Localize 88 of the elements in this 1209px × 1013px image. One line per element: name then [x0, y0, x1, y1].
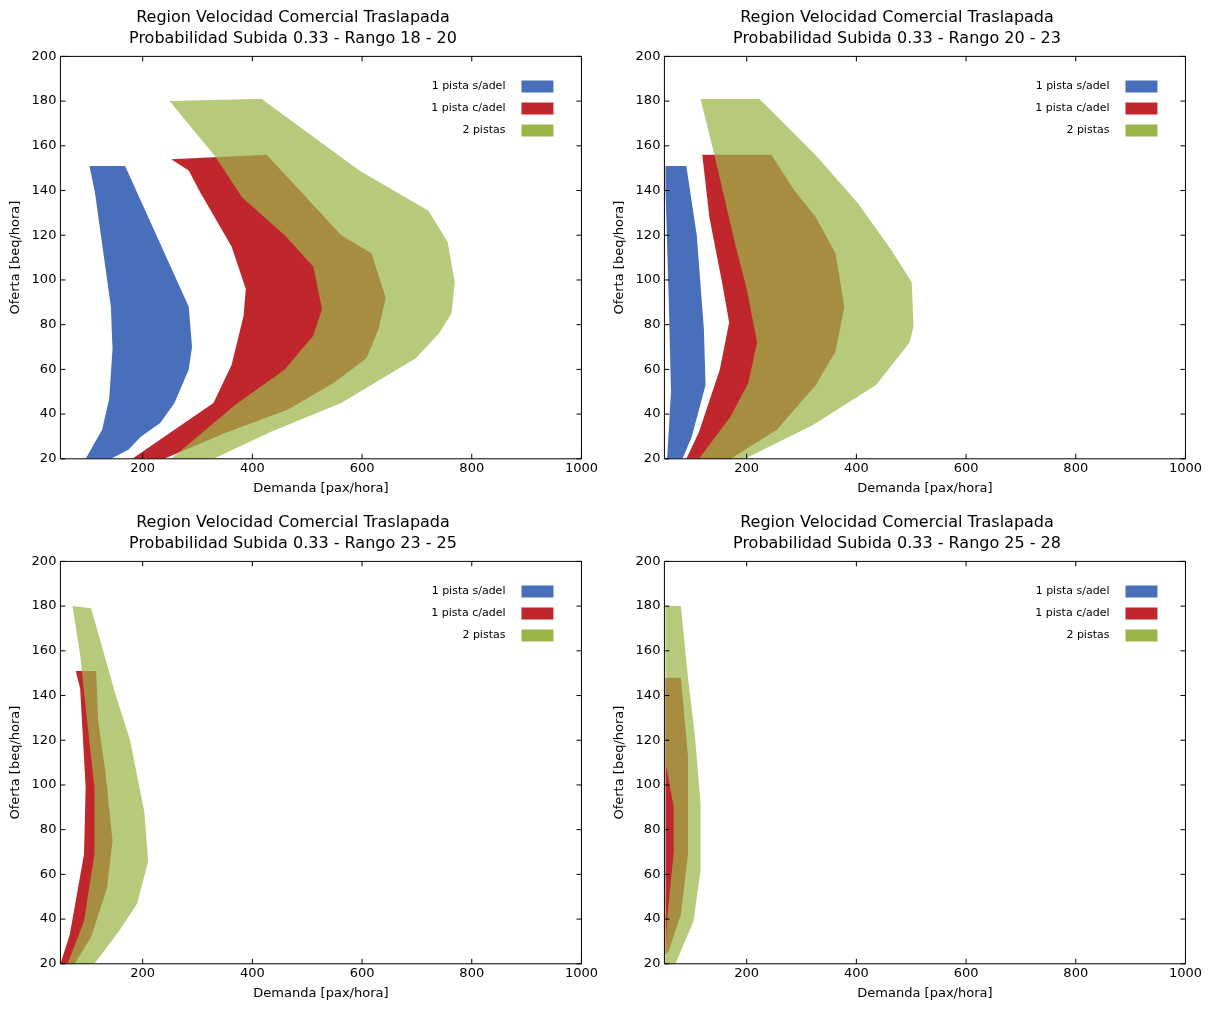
y-axis-title: Oferta [beq/hora] [611, 705, 627, 820]
legend-label: 2 pistas [462, 123, 506, 137]
x-tick-label: 800 [459, 964, 485, 980]
y-tick-label: 80 [643, 821, 661, 837]
x-tick-label: 800 [1063, 964, 1089, 980]
y-tick-label: 140 [635, 181, 661, 197]
x-tick-label: 400 [239, 459, 265, 475]
y-tick-label: 200 [31, 47, 57, 63]
x-tick-label: 1000 [564, 459, 598, 475]
y-tick-label: 80 [643, 316, 661, 332]
x-tick-label: 400 [239, 964, 265, 980]
y-tick-label: 80 [39, 821, 57, 837]
x-tick-label: 200 [734, 459, 760, 475]
legend-label: 2 pistas [1066, 628, 1110, 642]
y-tick-label: 60 [39, 865, 57, 881]
y-tick-label: 140 [31, 686, 57, 702]
chart-title: Region Velocidad Comercial Traslapada [740, 6, 1054, 26]
x-tick-label: 200 [130, 459, 156, 475]
y-axis-title: Oferta [beq/hora] [7, 705, 23, 820]
x-tick-label: 600 [953, 459, 979, 475]
y-tick-label: 40 [39, 405, 57, 421]
y-axis-title: Oferta [beq/hora] [611, 200, 627, 315]
y-tick-label: 80 [39, 316, 57, 332]
y-tick-label: 60 [643, 360, 661, 376]
y-tick-label: 100 [31, 271, 57, 287]
y-tick-label: 100 [635, 776, 661, 792]
y-tick-label: 40 [643, 910, 661, 926]
y-tick-label: 20 [39, 955, 57, 971]
y-tick-label: 160 [635, 642, 661, 658]
y-tick-label: 180 [31, 597, 57, 613]
x-tick-label: 1000 [1168, 459, 1202, 475]
x-tick-label: 800 [1063, 459, 1089, 475]
legend-label: 1 pista s/adel [1035, 584, 1110, 598]
y-tick-label: 120 [635, 731, 661, 747]
chart-subtitle: Probabilidad Subida 0.33 - Rango 23 - 25 [129, 532, 457, 552]
x-tick-label: 800 [459, 459, 485, 475]
y-tick-label: 200 [635, 47, 661, 63]
legend-label: 1 pista s/adel [1035, 79, 1110, 93]
x-axis-title: Demanda [pax/hora] [253, 984, 389, 1000]
y-tick-label: 120 [31, 226, 57, 242]
legend-label: 2 pistas [1066, 123, 1110, 137]
x-axis-title: Demanda [pax/hora] [857, 479, 993, 495]
x-tick-label: 200 [130, 964, 156, 980]
legend-label: 1 pista c/adel [1035, 101, 1110, 115]
x-tick-label: 1000 [1168, 964, 1202, 980]
x-tick-label: 600 [953, 964, 979, 980]
y-tick-label: 20 [39, 450, 57, 466]
legend-label: 2 pistas [462, 628, 506, 642]
chart-subtitle: Probabilidad Subida 0.33 - Rango 25 - 28 [733, 532, 1061, 552]
x-tick-label: 400 [843, 459, 869, 475]
y-tick-label: 200 [635, 552, 661, 568]
y-tick-label: 60 [39, 360, 57, 376]
chart-subtitle: Probabilidad Subida 0.33 - Rango 20 - 23 [733, 27, 1061, 47]
y-tick-label: 140 [31, 181, 57, 197]
x-axis-title: Demanda [pax/hora] [253, 479, 389, 495]
y-tick-label: 20 [643, 955, 661, 971]
y-tick-label: 120 [635, 226, 661, 242]
legend-label: 1 pista s/adel [431, 584, 506, 598]
y-tick-label: 180 [635, 92, 661, 108]
x-tick-label: 400 [843, 964, 869, 980]
y-tick-label: 20 [643, 450, 661, 466]
y-tick-label: 180 [31, 92, 57, 108]
y-tick-label: 200 [31, 552, 57, 568]
x-tick-label: 1000 [564, 964, 598, 980]
x-tick-label: 200 [734, 964, 760, 980]
y-tick-label: 120 [31, 731, 57, 747]
y-tick-label: 160 [31, 642, 57, 658]
y-tick-label: 100 [31, 776, 57, 792]
y-tick-label: 40 [643, 405, 661, 421]
y-tick-label: 160 [31, 137, 57, 153]
legend-label: 1 pista c/adel [431, 606, 506, 620]
y-axis-title: Oferta [beq/hora] [7, 200, 23, 315]
y-tick-label: 160 [635, 137, 661, 153]
y-tick-label: 180 [635, 597, 661, 613]
x-axis-title: Demanda [pax/hora] [857, 984, 993, 1000]
chart-subtitle: Probabilidad Subida 0.33 - Rango 18 - 20 [129, 27, 457, 47]
x-tick-label: 600 [349, 459, 375, 475]
chart-title: Region Velocidad Comercial Traslapada [136, 511, 450, 531]
x-tick-label: 600 [349, 964, 375, 980]
chart-title: Region Velocidad Comercial Traslapada [740, 511, 1054, 531]
y-tick-label: 60 [643, 865, 661, 881]
legend-label: 1 pista c/adel [1035, 606, 1110, 620]
legend-label: 1 pista c/adel [431, 101, 506, 115]
y-tick-label: 140 [635, 686, 661, 702]
y-tick-label: 100 [635, 271, 661, 287]
chart-title: Region Velocidad Comercial Traslapada [136, 6, 450, 26]
y-tick-label: 40 [39, 910, 57, 926]
legend-label: 1 pista s/adel [431, 79, 506, 93]
